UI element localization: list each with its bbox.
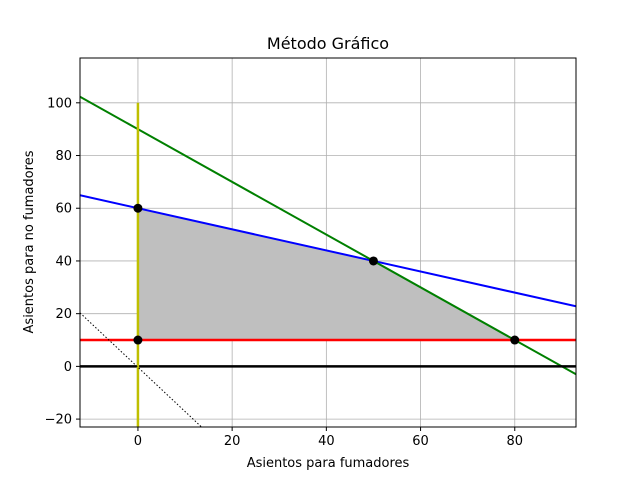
series-lines [80, 95, 576, 427]
feasible-region [137, 208, 515, 341]
x-tick-label: 0 [134, 434, 142, 449]
x-axis-ticks: 0 20 40 60 80 [134, 427, 523, 449]
y-tick-label: 20 [55, 307, 72, 322]
x-tick-label: 80 [506, 434, 523, 449]
y-tick-label: 60 [55, 202, 72, 217]
series-line-1 [80, 95, 576, 376]
y-axis-label: Asientos para no fumadores [22, 150, 37, 333]
intersection-point [133, 335, 143, 345]
feasible-region-group [137, 208, 515, 341]
intersection-point [510, 335, 520, 345]
series-line-0 [80, 194, 576, 308]
x-tick-label: 40 [318, 434, 335, 449]
y-tick-label: 80 [55, 149, 72, 164]
y-tick-label: −20 [45, 413, 72, 428]
x-tick-label: 60 [412, 434, 429, 449]
chart-title: Método Gráfico [267, 34, 389, 53]
intersection-points [133, 203, 520, 345]
intersection-point [368, 256, 378, 266]
y-axis-ticks: −20 0 20 40 60 80 100 [45, 96, 80, 428]
x-tick-label: 20 [224, 434, 241, 449]
y-tick-label: 100 [47, 96, 72, 111]
y-tick-label: 40 [55, 254, 72, 269]
intersection-point [133, 203, 143, 213]
x-axis-label: Asientos para fumadores [247, 456, 410, 471]
y-tick-label: 0 [64, 360, 72, 375]
plot-frame [79, 57, 577, 428]
